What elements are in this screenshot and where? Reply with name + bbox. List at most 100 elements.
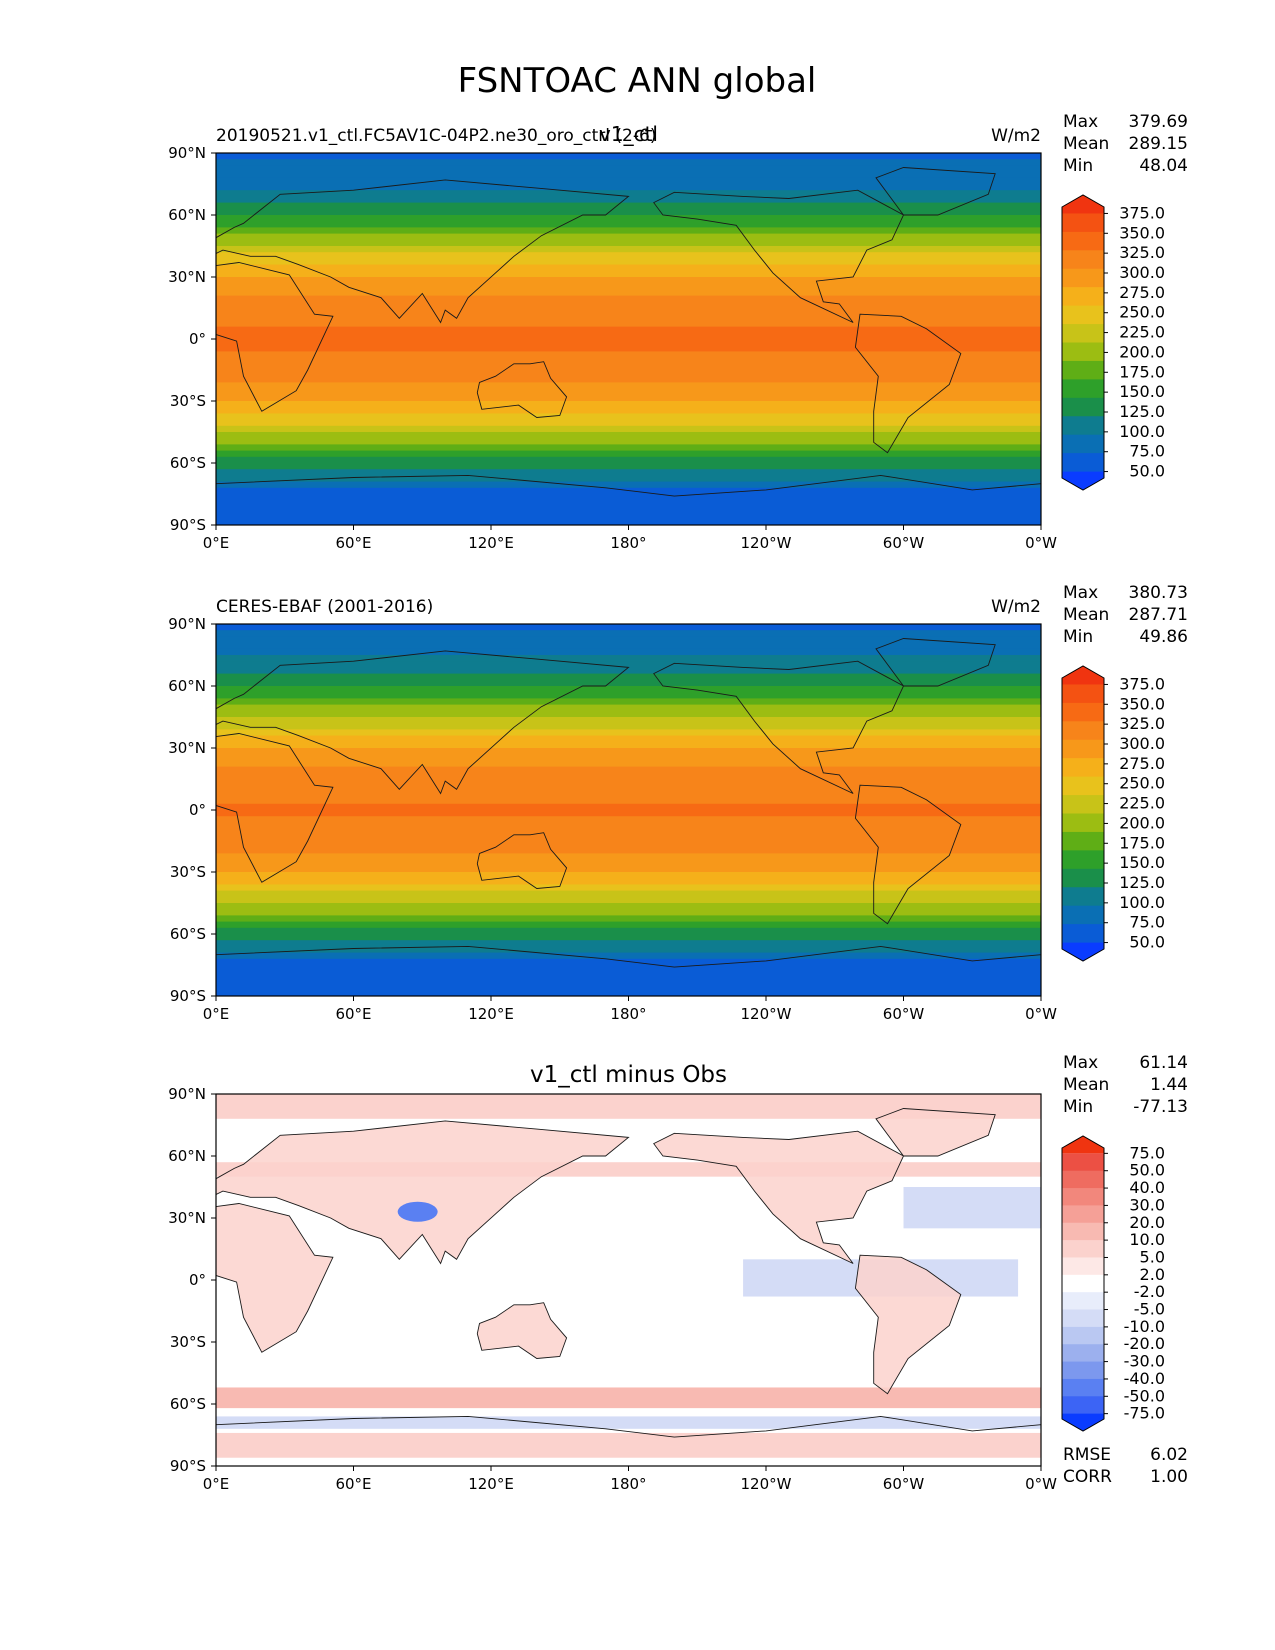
field-band: [216, 512, 1041, 520]
field-band: [216, 729, 1041, 737]
coastline: [875, 638, 996, 687]
corr-label: CORR: [1063, 1467, 1112, 1487]
y-tick-label: 0°: [189, 801, 206, 819]
stat-value: 289.15: [1129, 134, 1188, 154]
coastline: [216, 474, 1041, 525]
colorbar-segment: [1062, 1170, 1104, 1189]
field-band: [216, 177, 1041, 185]
colorbar-segment: [1062, 850, 1104, 870]
y-tick-label: 30°S: [170, 392, 206, 410]
colorbar-segment: [1062, 1188, 1104, 1206]
field-band: [216, 202, 1041, 210]
colorbar-segment: [1062, 471, 1104, 490]
x-tick-label: 120°W: [741, 1005, 792, 1023]
rmse-value: 6.02: [1150, 1445, 1188, 1465]
colorbar-segment: [1062, 1361, 1104, 1380]
colorbar-segment: [1062, 434, 1104, 454]
field-band: [216, 958, 1041, 966]
coastline: [216, 262, 334, 412]
colorbar-label: 350.0: [1119, 694, 1165, 713]
x-tick-label: 60°E: [335, 1475, 371, 1493]
x-tick-label: 0°W: [1025, 534, 1057, 552]
stat-label: Max: [1063, 1053, 1098, 1073]
field-band: [216, 264, 1041, 272]
panel-left-label: CERES-EBAF (2001-2016): [216, 597, 433, 617]
field-band: [216, 494, 1041, 501]
field-band: [216, 952, 1041, 960]
field-band: [216, 834, 1041, 842]
field-band: [216, 872, 1041, 879]
colorbar-label: 75.0: [1129, 1143, 1165, 1162]
field-band: [216, 698, 1041, 706]
y-tick-label: 30°N: [168, 268, 206, 286]
colorbar-label: 50.0: [1129, 933, 1165, 952]
field-band: [216, 227, 1041, 235]
y-tick-label: 90°N: [168, 615, 206, 633]
y-tick-label: 60°N: [168, 677, 206, 695]
field-band: [216, 890, 1041, 898]
coastline: [216, 650, 630, 795]
field-band: [216, 710, 1041, 718]
coastline: [854, 784, 962, 925]
colorbar-label: 175.0: [1119, 833, 1165, 852]
panels: 0°E 60°E 120°E 180° 120°W 60°W 0°W 90°N 60°N 30°N…: [168, 112, 1188, 1493]
colorbar-segment: [1062, 684, 1104, 704]
colorbar-segment: [1062, 268, 1104, 288]
colorbar-label: 2.0: [1140, 1265, 1165, 1284]
field-band: [216, 748, 1041, 755]
field-band: [216, 803, 1041, 811]
field-band: [216, 363, 1041, 371]
field-band: [216, 810, 1041, 817]
field-band: [216, 915, 1041, 923]
x-tick-label: 120°E: [468, 534, 514, 552]
x-tick-label: 180°: [610, 1475, 646, 1493]
colorbar-label: -30.0: [1124, 1352, 1165, 1371]
field-band: [216, 270, 1041, 278]
colorbar-segment: [1062, 195, 1104, 214]
coastline: [875, 167, 996, 216]
field-band: [216, 1432, 1041, 1458]
panel-center-label: v1_ctl minus Obs: [530, 1062, 727, 1088]
panel-units: W/m2: [991, 126, 1041, 146]
colorbar-label: 75.0: [1129, 442, 1165, 461]
map-panel-2: 0°E 60°E 120°E 180° 120°W 60°W 0°W 90°N 60°N 30°N…: [168, 583, 1188, 1023]
stat-value: 379.69: [1129, 112, 1188, 132]
field-band: [216, 283, 1041, 290]
field-band: [216, 624, 1041, 631]
field-band: [216, 339, 1041, 346]
field-band: [216, 754, 1041, 761]
field-band: [216, 642, 1041, 650]
stat-label: Min: [1063, 1097, 1093, 1117]
field-band: [216, 394, 1041, 402]
colorbar-segment: [1062, 1326, 1104, 1345]
field-band: [216, 159, 1041, 166]
colorbar-segment: [1062, 795, 1104, 814]
coastline: [653, 660, 905, 794]
field-band: [216, 481, 1041, 489]
field-band: [216, 903, 1041, 910]
field-patch: [903, 1187, 1041, 1229]
coastline: [216, 945, 1041, 996]
colorbar-segment: [1062, 287, 1104, 307]
field-band: [216, 320, 1041, 328]
y-tick-label: 30°S: [170, 863, 206, 881]
field-band: [216, 419, 1041, 427]
field-band: [216, 723, 1041, 730]
field-band: [216, 927, 1041, 935]
colorbar-segment: [1062, 1153, 1104, 1172]
field-band: [216, 301, 1041, 309]
field-band: [216, 463, 1041, 470]
stat-label: Max: [1063, 112, 1098, 132]
figure-title: FSNTOAC ANN global: [458, 61, 817, 101]
colorbar-segment: [1062, 813, 1104, 833]
colorbar-segment: [1062, 379, 1104, 399]
field-band: [216, 841, 1041, 848]
coastline: [875, 1108, 996, 1157]
field-band: [216, 766, 1041, 774]
field-band: [216, 983, 1041, 991]
coastline: [216, 1120, 630, 1265]
field-band: [216, 407, 1041, 414]
y-tick-label: 30°N: [168, 739, 206, 757]
corr-value: 1.00: [1150, 1467, 1188, 1487]
colorbar-label: 30.0: [1129, 1195, 1165, 1214]
